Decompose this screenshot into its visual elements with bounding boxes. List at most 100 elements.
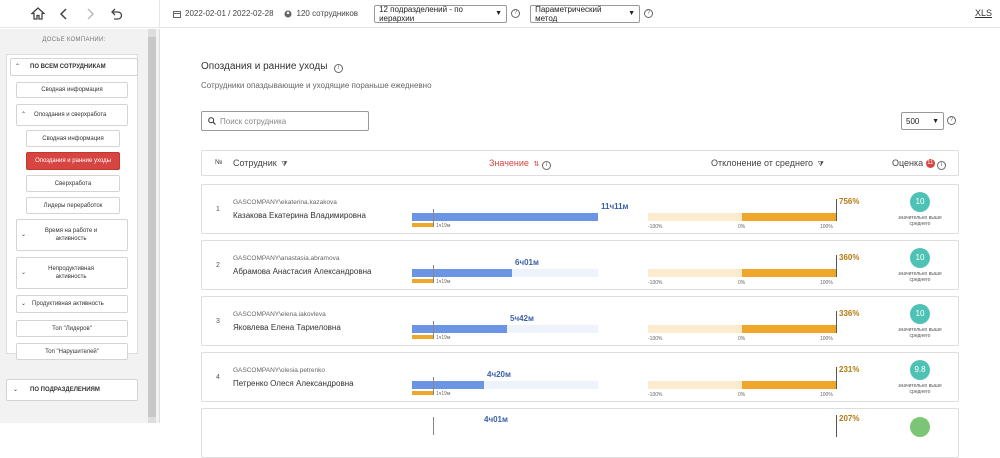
- period-label[interactable]: 2022-02-01 / 2022-02-28: [185, 9, 274, 18]
- sidebar-subitem-late-early[interactable]: Опоздания и ранние уходы: [26, 152, 120, 170]
- search-input[interactable]: Поиск сотрудника: [201, 111, 369, 131]
- value-label: 11ч11м: [601, 202, 629, 211]
- deviation-tick: [836, 199, 837, 221]
- method-select-value: Параметрический метод: [535, 4, 602, 23]
- sort-icon[interactable]: ⇅: [533, 161, 540, 168]
- all-employees-toggle[interactable]: ⌃ ПО ВСЕМ СОТРУДНИКАМ: [10, 58, 138, 76]
- sidebar-subitem-overwork[interactable]: Сверхработа: [26, 175, 120, 192]
- employee-name[interactable]: Яковлева Елена Тариеловна: [233, 323, 341, 332]
- deviation-percent: 336%: [839, 309, 860, 318]
- undo-icon[interactable]: [108, 6, 124, 22]
- page-size-select[interactable]: 500 ▼: [901, 112, 944, 130]
- value-bar: [412, 213, 598, 221]
- col-value[interactable]: Значение ⇅ i: [489, 158, 551, 170]
- page-size-value: 500: [906, 116, 920, 126]
- axis-min-label: -100%: [648, 280, 663, 286]
- col-num: №: [215, 159, 223, 166]
- employee-login: GASCOMPANY\ekaterina.kazakova: [233, 199, 337, 206]
- productive-label: Продуктивная активность: [32, 301, 104, 307]
- col-employee[interactable]: Сотрудник ⧩: [233, 158, 288, 169]
- axis-min-label: -100%: [648, 336, 663, 342]
- sidebar-item-top-leaders[interactable]: Топ "Лидеров": [16, 320, 128, 337]
- chevron-up-icon: ⌃: [15, 64, 21, 70]
- norm-marker: [433, 377, 434, 395]
- norm-marker: [433, 265, 434, 283]
- deviation-bar: [742, 325, 836, 333]
- deviation-percent: 756%: [839, 197, 860, 206]
- table-row[interactable]: 4ч01м 207%: [201, 408, 959, 458]
- forward-icon[interactable]: [82, 6, 98, 22]
- table-row[interactable]: 3 GASCOMPANY\elena.iakovleva Яковлева Ел…: [201, 296, 959, 346]
- sidebar-subitem-overwork-leaders[interactable]: Лидеры переработок: [26, 197, 120, 214]
- norm-label: 1ч19м: [436, 391, 451, 397]
- department-select[interactable]: 12 подразделений - по иерархии ▼: [374, 4, 508, 23]
- chevron-up-icon: ⌃: [21, 112, 27, 118]
- chevron-down-icon: ▼: [932, 117, 939, 125]
- value-bar: [412, 269, 512, 277]
- sidebar-item-unproductive[interactable]: ⌄ Непродуктивная активность: [16, 257, 128, 289]
- score-label: значительно выше среднего: [898, 215, 942, 227]
- info-icon[interactable]: i: [334, 64, 344, 73]
- scrollbar-thumb[interactable]: [148, 37, 156, 417]
- table-row[interactable]: 2 GASCOMPANY\anastasia.abramova Абрамова…: [201, 240, 959, 290]
- sidebar-item-late-overwork[interactable]: ⌃ Опоздания и сверхработа: [16, 104, 128, 126]
- score-circle: 10: [910, 248, 930, 268]
- back-icon[interactable]: [56, 6, 72, 22]
- filter-icon[interactable]: ⧩: [817, 161, 824, 168]
- sidebar-subitem-summary[interactable]: Сводная информация: [26, 130, 120, 147]
- sidebar-item-work-time[interactable]: ⌄ Время на работе и активность: [16, 219, 128, 251]
- table-row[interactable]: 1 GASCOMPANY\ekaterina.kazakova Казакова…: [201, 184, 959, 234]
- help-icon[interactable]: ?: [511, 9, 521, 18]
- filter-icon[interactable]: ⧩: [281, 161, 288, 168]
- sidebar: ДОСЬЕ КОМПАНИИ: ⌃ ПО ВСЕМ СОТРУДНИКАМ Св…: [0, 29, 160, 423]
- row-number: 1: [216, 206, 220, 213]
- top-bar: 2022-02-01 / 2022-02-28 120 сотрудников …: [0, 0, 1000, 28]
- page-subtitle: Сотрудники опаздывающие и уходящие поран…: [201, 81, 432, 90]
- value-label: 5ч42м: [510, 314, 534, 323]
- method-select[interactable]: Параметрический метод ▼: [530, 4, 641, 23]
- employee-login: GASCOMPANY\anastasia.abramova: [233, 255, 340, 262]
- score-circle: 9.8: [910, 360, 930, 380]
- norm-marker: [433, 209, 434, 227]
- value-label: 6ч01м: [515, 258, 539, 267]
- employee-name[interactable]: Петренко Олеся Александровна: [233, 379, 354, 388]
- sidebar-scrollbar[interactable]: [148, 29, 156, 423]
- row-number: 2: [216, 262, 220, 269]
- table-row[interactable]: 4 GASCOMPANY\olesia.petrenko Петренко Ол…: [201, 352, 959, 402]
- axis-max-label: 100%: [820, 280, 833, 286]
- help-icon[interactable]: i: [541, 161, 551, 170]
- value-bar: [412, 381, 484, 389]
- help-icon[interactable]: ?: [947, 116, 956, 125]
- sidebar-item-summary[interactable]: Сводная информация: [16, 82, 128, 98]
- chevron-down-icon: ▼: [495, 10, 503, 17]
- employee-name[interactable]: Казакова Екатерина Владимировна: [233, 211, 366, 220]
- col-deviation-label: Отклонение от среднего: [711, 158, 814, 168]
- help-icon[interactable]: ?: [644, 9, 654, 18]
- by-departments-toggle[interactable]: ⌄ ПО ПОДРАЗДЕЛЕНИЯМ: [6, 379, 138, 401]
- row-number: 3: [216, 318, 220, 325]
- score-label: значительно выше среднего: [898, 383, 942, 395]
- value-bar-track: [412, 381, 598, 389]
- col-score-label: Оценка: [892, 158, 924, 168]
- help-icon[interactable]: i: [937, 161, 947, 170]
- main-content: Опоздания и ранние уходы i Сотрудники оп…: [161, 29, 1000, 458]
- chevron-down-icon: ⌄: [21, 232, 27, 238]
- deviation-tick: [836, 311, 837, 333]
- deviation-percent: 207%: [839, 414, 860, 423]
- page-title: Опоздания и ранние уходы i: [201, 61, 344, 73]
- home-icon[interactable]: [30, 6, 46, 22]
- axis-zero-label: 0%: [738, 336, 746, 342]
- row-number: 4: [216, 374, 220, 381]
- sidebar-item-top-violators[interactable]: Топ "Нарушителей": [16, 343, 128, 360]
- xls-export-link[interactable]: XLS: [974, 8, 992, 18]
- axis-min-label: -100%: [648, 224, 663, 230]
- axis-zero-label: 0%: [738, 224, 746, 230]
- score-badge: 11: [925, 159, 935, 169]
- sidebar-item-productive[interactable]: ⌄ Продуктивная активность: [16, 295, 128, 313]
- employee-name[interactable]: Абрамова Анастасия Александровна: [233, 267, 372, 276]
- col-score[interactable]: Оценка 11 i: [892, 158, 947, 170]
- col-deviation[interactable]: Отклонение от среднего ⧩: [711, 158, 824, 169]
- people-icon: [284, 9, 293, 18]
- deviation-tick: [836, 367, 837, 389]
- axis-zero-label: 0%: [738, 280, 746, 286]
